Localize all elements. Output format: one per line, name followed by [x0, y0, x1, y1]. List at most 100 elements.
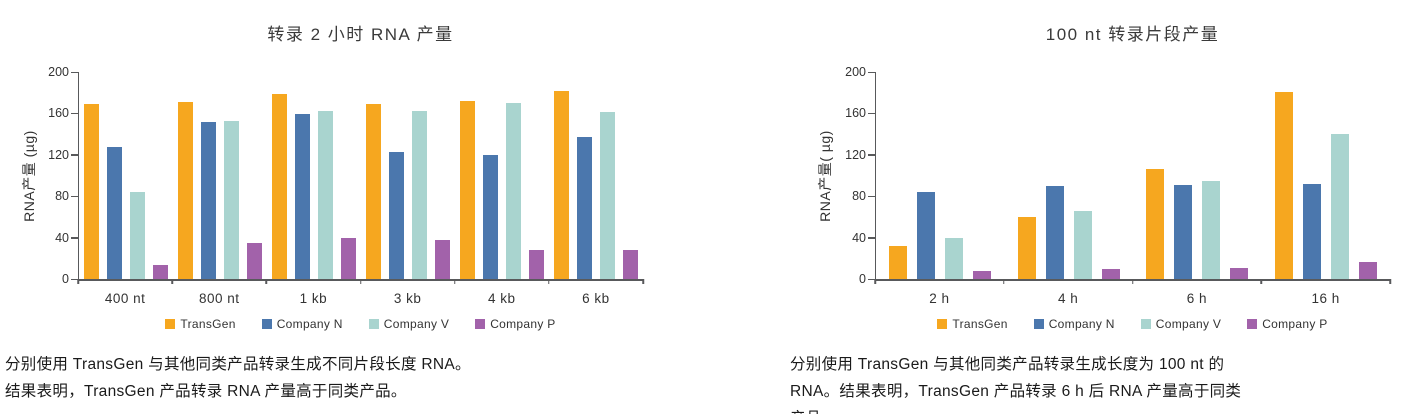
y-tick-label: 80	[852, 189, 866, 204]
y-tick-mark	[71, 112, 78, 115]
bar-transgen	[1017, 216, 1036, 279]
legend-swatch	[937, 319, 948, 329]
bar-company-v	[130, 192, 145, 279]
y-tick-label: 120	[48, 147, 69, 162]
x-axis-ticks	[874, 279, 1391, 285]
x-axis-ticks	[77, 279, 644, 285]
bar-company-v	[412, 111, 427, 279]
y-tick-label: 40	[852, 230, 866, 245]
legend-swatch	[1247, 319, 1258, 329]
y-tick-label: 160	[845, 106, 866, 121]
bar-group	[267, 72, 361, 279]
chart-panel-100nt-fragment: 100 nt 转录片段产量 RNA产量( µg) 0 40 80 120 160 200 …	[713, 0, 1425, 414]
legend-swatch	[475, 319, 486, 329]
bar-transgen	[889, 245, 908, 279]
bar-company-v	[945, 237, 964, 279]
bar-group	[1005, 72, 1134, 279]
bar-transgen	[554, 90, 569, 279]
bar-transgen	[178, 102, 193, 279]
bar-transgen	[1274, 91, 1293, 279]
y-tick-label: 40	[55, 230, 69, 245]
legend-item: Company V	[368, 317, 450, 331]
bar-company-n	[295, 114, 310, 279]
y-tick-label: 200	[845, 65, 866, 79]
bar-transgen	[84, 104, 99, 279]
bar-company-v	[506, 103, 521, 279]
bar-company-n	[107, 146, 122, 279]
legend-label: Company P	[490, 317, 556, 331]
y-tick-label: 200	[48, 65, 69, 79]
bar-company-v	[1202, 180, 1221, 279]
legend-label: Company N	[1048, 317, 1115, 331]
x-tick-mark	[1003, 279, 1005, 284]
legend-item: Company P	[475, 317, 555, 331]
y-tick-mark	[71, 71, 78, 73]
bar-group	[455, 72, 549, 279]
bar-company-n	[917, 192, 936, 279]
x-tick-mark	[874, 279, 876, 284]
bar-company-v	[1073, 210, 1092, 279]
bar-company-n	[389, 151, 404, 279]
chart-title: 100 nt 转录片段产量	[1045, 25, 1220, 44]
x-tick-label: 2 h	[929, 291, 950, 306]
legend-item: TransGen	[165, 317, 235, 331]
bar-groups	[876, 72, 1390, 279]
legend-label: Company V	[383, 317, 450, 331]
y-tick-mark	[71, 154, 78, 156]
x-tick-mark	[548, 279, 550, 284]
legend: TransGen Company N Company V Company P	[78, 317, 643, 331]
bar-transgen	[272, 93, 287, 279]
bar-company-p	[1358, 262, 1377, 279]
x-tick-label: 16 h	[1311, 291, 1340, 306]
bar-transgen	[1146, 169, 1165, 279]
legend-item: Company V	[1140, 317, 1222, 331]
bar-company-p	[1101, 268, 1120, 279]
plot-area: 0 40 80 120 160 200	[48, 65, 644, 286]
bar-group	[173, 72, 267, 279]
bar-company-n	[483, 154, 498, 279]
x-tick-label: 6 kb	[582, 291, 610, 306]
x-tick-label: 4 kb	[488, 291, 516, 306]
chart-panel-transcription-2h: 转录 2 小时 RNA 产量 RNA产量 (µg) 0 40 80 120 160 200…	[5, 25, 644, 400]
bar-group	[549, 72, 643, 279]
bar-transgen	[366, 104, 381, 279]
y-tick-mark	[868, 112, 875, 115]
legend: TransGen Company N Company V Company P	[875, 317, 1390, 331]
legend-swatch	[165, 319, 176, 329]
x-tick-mark	[359, 279, 362, 284]
bar-company-v	[600, 112, 615, 279]
bar-company-p	[623, 250, 638, 279]
y-tick-mark	[868, 237, 875, 239]
x-tick-mark	[77, 279, 79, 284]
bar-company-p	[153, 264, 168, 279]
legend-label: TransGen	[952, 317, 1008, 331]
legend-label: Company N	[276, 317, 343, 331]
y-tick-label: 120	[845, 147, 866, 162]
y-tick-mark	[868, 154, 875, 156]
x-tick-label: 6 h	[1186, 291, 1208, 306]
bar-group	[1262, 72, 1391, 279]
x-tick-label: 800 nt	[198, 291, 240, 306]
x-axis-labels: 2 h 4 h 6 h 16 h	[875, 291, 1390, 306]
legend-item: Company N	[261, 317, 343, 331]
y-tick-mark	[71, 237, 78, 239]
legend-label: Company V	[1155, 317, 1222, 331]
bar-groups	[79, 72, 643, 279]
y-tick-mark	[71, 278, 78, 280]
bar-company-n	[1174, 184, 1193, 279]
x-tick-label: 400 nt	[104, 291, 146, 306]
x-tick-label: 1 kb	[299, 291, 328, 306]
x-tick-mark	[1389, 279, 1391, 284]
bar-company-n	[577, 137, 592, 279]
y-axis-label: RNA产量 (µg)	[21, 130, 37, 222]
bar-company-p	[529, 250, 544, 279]
bar-company-p	[247, 242, 262, 279]
x-tick-mark	[1131, 279, 1134, 284]
legend-swatch	[1033, 319, 1044, 329]
legend-swatch	[368, 319, 379, 329]
y-tick-mark	[868, 278, 875, 280]
bar-transgen	[460, 100, 475, 279]
bar-group	[876, 72, 1005, 279]
x-tick-mark	[642, 279, 644, 284]
